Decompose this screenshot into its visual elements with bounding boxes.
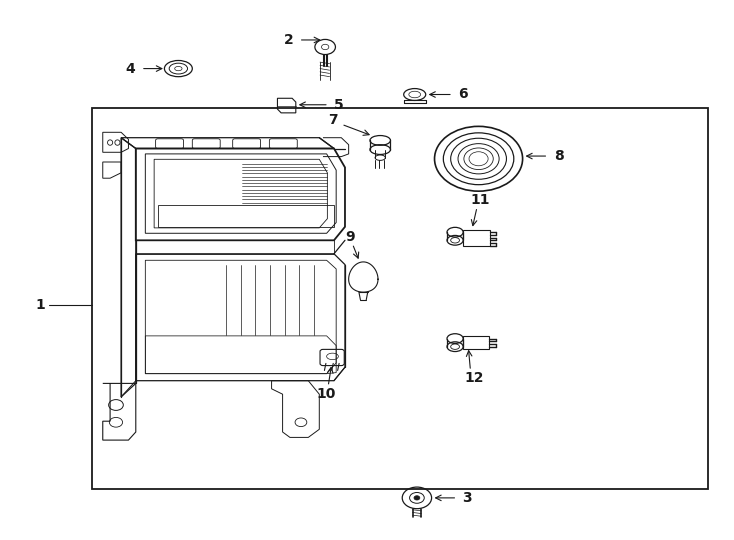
- Text: 6: 6: [458, 87, 468, 102]
- Bar: [92, 108, 708, 489]
- Text: 10: 10: [316, 387, 335, 401]
- Text: 11: 11: [470, 193, 490, 207]
- Text: 7: 7: [327, 113, 338, 127]
- Text: 1: 1: [35, 298, 46, 312]
- Text: 12: 12: [465, 371, 484, 385]
- Circle shape: [414, 496, 420, 500]
- Text: 9: 9: [345, 230, 355, 244]
- Text: 8: 8: [554, 149, 564, 163]
- Text: 4: 4: [126, 62, 136, 76]
- Text: 2: 2: [283, 33, 294, 47]
- Text: 5: 5: [333, 98, 344, 112]
- Text: 3: 3: [462, 491, 472, 505]
